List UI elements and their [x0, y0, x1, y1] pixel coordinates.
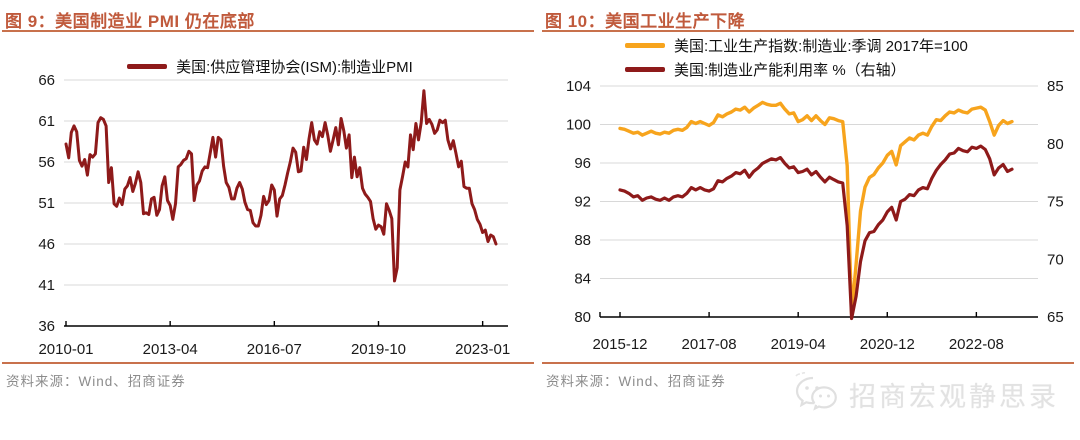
- legend-label-pmi: 美国:供应管理协会(ISM):制造业PMI: [176, 59, 413, 76]
- svg-text:56: 56: [38, 154, 55, 171]
- svg-text:41: 41: [38, 277, 55, 294]
- svg-text:75: 75: [1047, 194, 1064, 211]
- figure9-panel: 图 9：美国制造业 PMI 仍在底部 36 41 46 51 56 61 66 2010-01…: [0, 12, 540, 389]
- svg-text:100: 100: [566, 117, 591, 134]
- legend-label-ip: 美国:工业生产指数:制造业:季调 2017年=100: [674, 38, 968, 55]
- legend-swatch-ip: [625, 43, 665, 48]
- figure10-source-rule: [542, 362, 1074, 364]
- svg-text:2016-07: 2016-07: [247, 341, 302, 358]
- watermark: 招商宏观静思录: [792, 372, 1059, 416]
- legend-row-caputil: 美国:制造业产能利用率 %（右轴）: [625, 58, 968, 81]
- svg-text:66: 66: [38, 72, 55, 89]
- svg-text:2022-08: 2022-08: [949, 336, 1004, 353]
- svg-text:2017-08: 2017-08: [682, 336, 737, 353]
- svg-text:2013-04: 2013-04: [143, 341, 198, 358]
- svg-text:80: 80: [1047, 136, 1064, 153]
- figure10-title: 图 10：美国工业生产下降: [545, 12, 746, 31]
- svg-text:80: 80: [574, 309, 591, 326]
- wechat-icon: [795, 372, 837, 411]
- svg-text:2019-04: 2019-04: [771, 336, 826, 353]
- figure10-title-rule: [542, 30, 1074, 32]
- svg-text:61: 61: [38, 113, 55, 130]
- legend-swatch-pmi: [127, 64, 168, 69]
- svg-text:2015-12: 2015-12: [592, 336, 647, 353]
- svg-text:92: 92: [574, 194, 591, 211]
- legend-swatch-caputil: [625, 67, 665, 72]
- svg-text:88: 88: [574, 232, 591, 249]
- figure9-source: 资料来源：Wind、招商证券: [6, 374, 186, 389]
- figure9-legend: 美国:供应管理协会(ISM):制造业PMI: [0, 56, 540, 77]
- svg-text:65: 65: [1047, 309, 1064, 326]
- svg-text:104: 104: [566, 78, 591, 95]
- svg-text:2010-01: 2010-01: [38, 341, 93, 358]
- figure10-panel: 图 10：美国工业生产下降 80 84 88 92 96 100 104 65 70 75 80 85…: [540, 0, 1080, 440]
- svg-text:85: 85: [1047, 78, 1064, 95]
- legend-row-ip: 美国:工业生产指数:制造业:季调 2017年=100: [625, 34, 968, 57]
- figure9-source-rule: [2, 362, 534, 364]
- figure9-title: 图 9：美国制造业 PMI 仍在底部: [5, 12, 255, 31]
- pmi-line-chart: 36 41 46 51 56 61 66 2010-01 2013-04 2016-07 2019-…: [38, 72, 510, 358]
- figure9-title-rule: [2, 30, 534, 32]
- svg-text:46: 46: [38, 236, 55, 253]
- figure10-source: 资料来源：Wind、招商证券: [546, 374, 726, 389]
- industrial-production-line-chart: 80 84 88 92 96 100 104 65 70 75 80 85 2015-12 2017-08…: [566, 78, 1064, 353]
- svg-text:2023-01: 2023-01: [455, 341, 510, 358]
- svg-text:84: 84: [574, 271, 591, 288]
- watermark-text: 招商宏观静思录: [849, 381, 1059, 412]
- svg-text:96: 96: [574, 155, 591, 172]
- svg-text:2019-10: 2019-10: [351, 341, 406, 358]
- figure10-legend: 美国:工业生产指数:制造业:季调 2017年=100 美国:制造业产能利用率 %…: [625, 34, 968, 81]
- legend-label-caputil: 美国:制造业产能利用率 %（右轴）: [674, 62, 906, 79]
- svg-text:2020-12: 2020-12: [860, 336, 915, 353]
- svg-text:51: 51: [38, 195, 55, 212]
- svg-text:70: 70: [1047, 251, 1064, 268]
- svg-text:36: 36: [38, 318, 55, 335]
